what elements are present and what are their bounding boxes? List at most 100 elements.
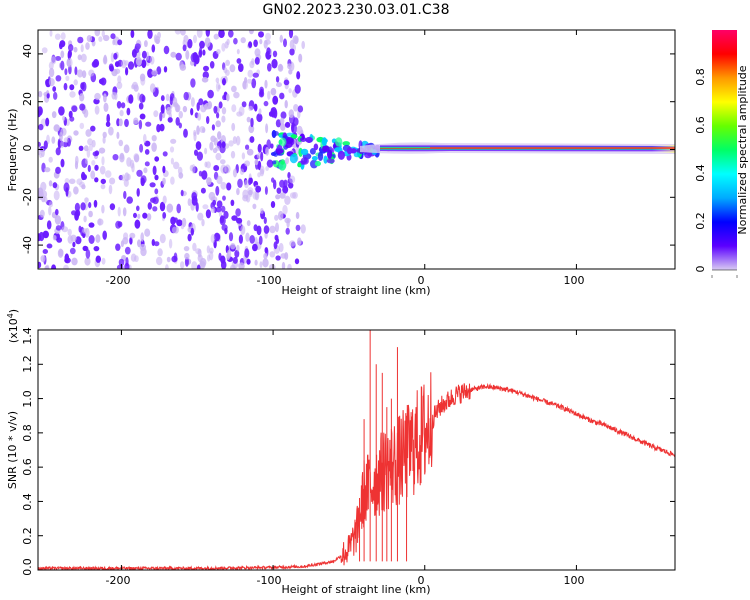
noise-speckle (255, 185, 262, 193)
noise-speckle (216, 200, 223, 208)
noise-speckle (279, 179, 285, 188)
noise-speckle (284, 121, 291, 128)
noise-speckle (220, 164, 227, 174)
noise-speckle (289, 39, 295, 50)
noise-speckle (91, 60, 98, 68)
noise-speckle (68, 110, 73, 119)
noise-speckle (90, 170, 96, 180)
noise-speckle (191, 164, 196, 174)
noise-speckle (106, 113, 110, 124)
noise-speckle (115, 243, 121, 251)
noise-speckle (139, 73, 146, 82)
spectrogram-xtick-100: 100 (564, 274, 585, 287)
noise-speckle (268, 111, 273, 117)
noise-speckle (133, 117, 139, 125)
noise-speckle (116, 81, 123, 90)
noise-speckle (131, 49, 137, 58)
noise-speckle (258, 235, 263, 245)
noise-speckle (99, 165, 106, 175)
noise-speckle (48, 156, 53, 163)
noise-speckle (80, 82, 85, 90)
noise-speckle (168, 238, 173, 249)
noise-speckle (238, 63, 244, 72)
noise-speckle (94, 150, 100, 156)
noise-speckle (240, 225, 246, 235)
noise-speckle (166, 203, 174, 213)
noise-speckle (197, 112, 202, 121)
noise-speckle (109, 65, 114, 72)
noise-speckle (202, 204, 209, 210)
noise-speckle (71, 257, 78, 266)
noise-speckle (185, 50, 190, 60)
noise-speckle (83, 109, 89, 118)
onset-blob (326, 158, 335, 164)
noise-speckle (194, 149, 198, 156)
noise-speckle (147, 68, 154, 79)
noise-speckle (98, 36, 103, 42)
noise-speckle (246, 148, 254, 156)
noise-speckle (279, 117, 285, 125)
noise-speckle (117, 206, 121, 217)
noise-speckle (233, 91, 240, 99)
noise-speckle (278, 242, 284, 253)
noise-speckle (81, 70, 87, 79)
noise-speckle (183, 34, 189, 43)
noise-speckle (134, 219, 141, 229)
noise-speckle (238, 234, 243, 244)
snr-ytick-0.2: 0.2 (21, 527, 34, 545)
noise-speckle (191, 195, 198, 206)
noise-speckle (118, 258, 125, 267)
snr-ytick-1.2: 1.2 (21, 355, 34, 373)
noise-speckle (73, 79, 78, 86)
noise-speckle (228, 140, 234, 147)
noise-speckle (61, 226, 69, 233)
noise-speckle (178, 172, 184, 179)
noise-speckle (218, 101, 223, 109)
onset-blob (321, 137, 327, 147)
onset-blob (353, 152, 361, 158)
noise-speckle (167, 117, 173, 123)
noise-speckle (210, 234, 216, 244)
onset-blob (313, 143, 319, 151)
noise-speckle (221, 205, 226, 213)
noise-speckle (78, 145, 84, 151)
noise-speckle (245, 144, 250, 150)
noise-speckle (86, 35, 93, 42)
noise-speckle (133, 212, 137, 219)
noise-speckle (198, 49, 203, 58)
noise-speckle (190, 227, 194, 236)
noise-speckle (292, 191, 298, 199)
noise-speckle (283, 38, 287, 48)
noise-speckle (55, 75, 62, 82)
colorbar-tick-0.6: 0.6 (694, 116, 707, 134)
noise-speckle (217, 131, 222, 140)
noise-speckle (288, 30, 294, 39)
noise-speckle (205, 209, 211, 219)
snr-multiplier-exp: 4 (6, 313, 15, 318)
noise-speckle (246, 258, 251, 265)
noise-speckle (108, 184, 113, 195)
noise-speckle (169, 146, 175, 153)
noise-speckle (151, 44, 156, 53)
noise-speckle (276, 82, 282, 88)
noise-speckle (94, 92, 101, 101)
noise-speckle (215, 206, 222, 213)
noise-speckle (215, 152, 222, 161)
noise-speckle (284, 195, 291, 205)
noise-speckle (248, 41, 253, 48)
noise-speckle (55, 225, 62, 231)
noise-speckle (162, 212, 167, 219)
noise-speckle (254, 259, 258, 266)
noise-speckle (238, 262, 245, 269)
noise-speckle (213, 105, 218, 114)
noise-speckle (284, 217, 291, 224)
noise-speckle (275, 76, 280, 83)
noise-speckle (43, 196, 48, 203)
noise-speckle (266, 139, 272, 150)
noise-speckle (204, 147, 208, 155)
noise-speckle (152, 206, 158, 212)
noise-speckle (50, 56, 57, 65)
noise-speckle (295, 145, 300, 155)
noise-speckle (46, 243, 53, 249)
noise-speckle (256, 225, 262, 236)
